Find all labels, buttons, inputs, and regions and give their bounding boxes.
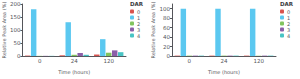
- svg-text:1: 1: [287, 14, 291, 21]
- svg-text:80: 80: [163, 15, 170, 21]
- svg-text:100: 100: [10, 27, 21, 33]
- svg-text:50: 50: [13, 40, 20, 46]
- svg-text:20: 20: [163, 44, 170, 50]
- svg-text:150: 150: [10, 14, 21, 20]
- svg-text:200: 200: [10, 1, 21, 7]
- svg-text:3: 3: [287, 26, 291, 33]
- svg-text:0: 0: [287, 8, 291, 15]
- svg-text:0: 0: [167, 53, 171, 59]
- svg-text:Relative Peak Area (%): Relative Peak Area (%): [150, 2, 156, 59]
- svg-text:DAR: DAR: [130, 1, 144, 7]
- svg-text:2: 2: [137, 20, 141, 27]
- svg-text:40: 40: [163, 34, 170, 40]
- svg-text:3: 3: [137, 26, 141, 33]
- svg-text:4: 4: [287, 33, 290, 39]
- svg-text:Time (hours): Time (hours): [207, 69, 240, 75]
- svg-text:120: 120: [103, 58, 114, 64]
- svg-text:120: 120: [253, 58, 264, 64]
- svg-text:24: 24: [71, 58, 78, 64]
- svg-text:24: 24: [221, 58, 228, 64]
- svg-text:0: 0: [17, 53, 21, 59]
- svg-text:0: 0: [137, 8, 141, 15]
- svg-text:0: 0: [188, 58, 192, 64]
- svg-text:60: 60: [163, 25, 170, 31]
- svg-text:4: 4: [137, 33, 140, 39]
- svg-text:DAR: DAR: [280, 1, 294, 7]
- svg-text:1: 1: [137, 14, 141, 21]
- svg-text:Time (hours): Time (hours): [57, 69, 90, 75]
- svg-text:100: 100: [160, 6, 171, 12]
- svg-text:0: 0: [38, 58, 42, 64]
- svg-text:Relative Peak Area (%): Relative Peak Area (%): [1, 2, 7, 59]
- svg-text:2: 2: [287, 20, 291, 27]
